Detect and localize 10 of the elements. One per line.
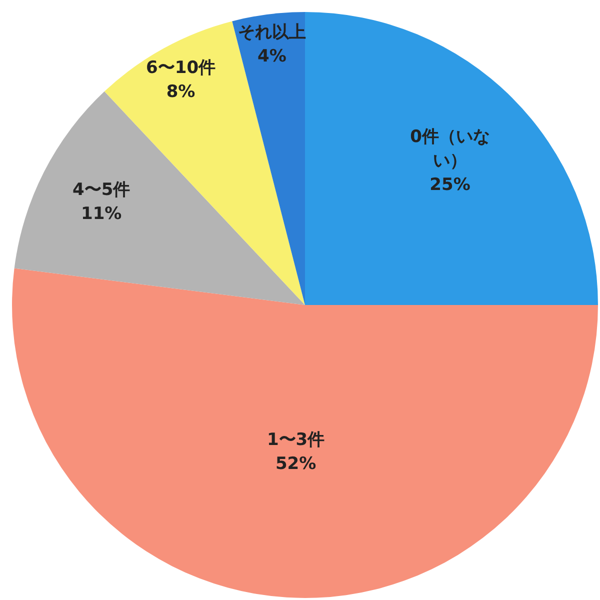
slice-label: 4〜5件: [72, 180, 130, 200]
slice-label: 1〜3件: [266, 430, 325, 450]
data-label: 4%: [258, 46, 286, 66]
data-label: 11%: [81, 204, 122, 224]
data-label: 52%: [275, 454, 316, 474]
data-label: 8%: [166, 82, 196, 102]
slice-label: それ以上: [238, 22, 306, 42]
slice-label: 6〜10件: [146, 58, 216, 78]
slice-label: 0件（いない）: [410, 126, 490, 171]
data-label: 25%: [430, 174, 470, 195]
